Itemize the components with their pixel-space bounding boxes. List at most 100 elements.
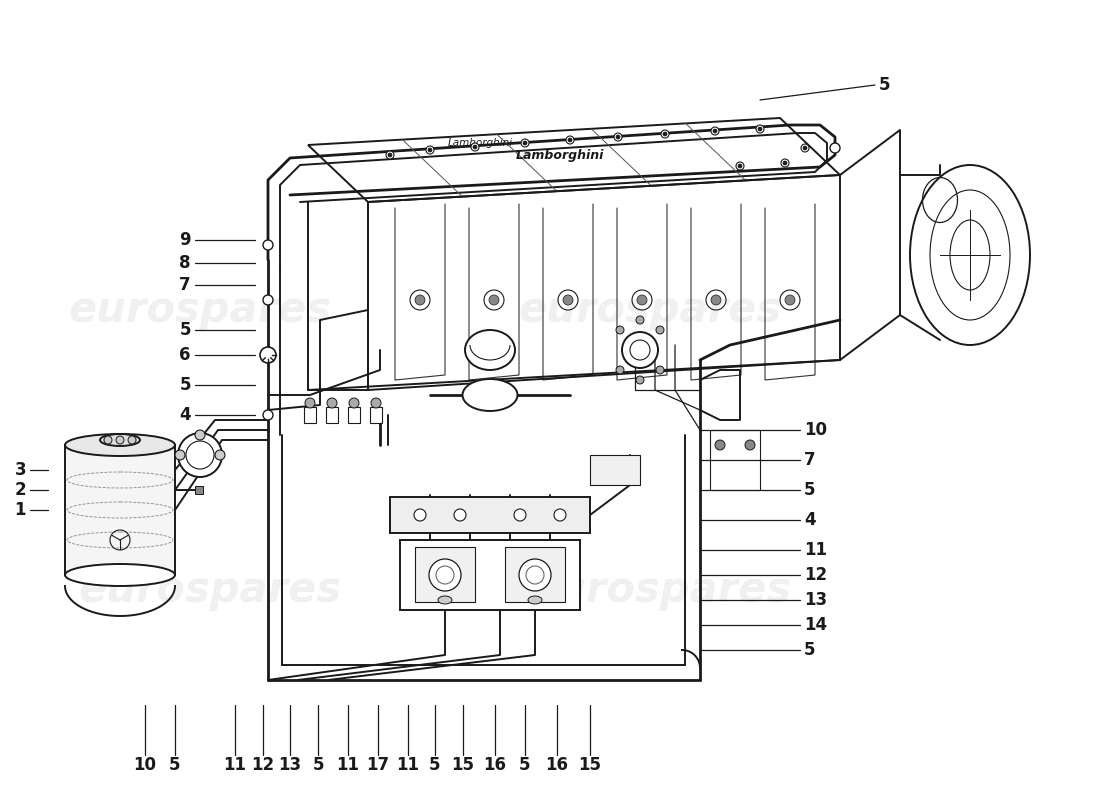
Text: 11: 11: [396, 756, 419, 774]
Circle shape: [521, 139, 529, 147]
Text: 14: 14: [804, 616, 827, 634]
Text: 2: 2: [14, 481, 26, 499]
Circle shape: [568, 138, 572, 142]
Circle shape: [429, 559, 461, 591]
Circle shape: [656, 366, 664, 374]
Text: 11: 11: [804, 541, 827, 559]
Circle shape: [260, 347, 276, 363]
Text: 5: 5: [429, 756, 441, 774]
Circle shape: [175, 450, 185, 460]
Circle shape: [566, 136, 574, 144]
Text: 15: 15: [579, 756, 602, 774]
Circle shape: [616, 135, 620, 139]
Circle shape: [663, 132, 667, 136]
Circle shape: [736, 162, 744, 170]
Circle shape: [116, 436, 124, 444]
Text: 7: 7: [179, 276, 191, 294]
Text: 5: 5: [879, 76, 891, 94]
Circle shape: [195, 430, 205, 440]
Text: Lamborghini: Lamborghini: [448, 138, 513, 148]
Circle shape: [263, 240, 273, 250]
Text: 9: 9: [179, 231, 191, 249]
Circle shape: [621, 332, 658, 368]
Text: eurospares: eurospares: [518, 289, 782, 331]
Circle shape: [738, 164, 742, 168]
Circle shape: [386, 151, 394, 159]
Text: 11: 11: [223, 756, 246, 774]
Circle shape: [803, 146, 807, 150]
Circle shape: [711, 127, 719, 135]
Circle shape: [756, 125, 764, 133]
Circle shape: [428, 148, 432, 152]
Ellipse shape: [462, 379, 517, 411]
Circle shape: [104, 436, 112, 444]
Circle shape: [371, 398, 381, 408]
Circle shape: [745, 440, 755, 450]
Circle shape: [178, 433, 222, 477]
Circle shape: [263, 410, 273, 420]
Text: 16: 16: [484, 756, 506, 774]
Text: 4: 4: [804, 511, 815, 529]
Bar: [590, 455, 640, 485]
Bar: [505, 547, 565, 602]
Text: 4: 4: [179, 406, 191, 424]
Text: 10: 10: [133, 756, 156, 774]
Bar: [370, 407, 382, 423]
Circle shape: [473, 145, 477, 149]
Circle shape: [415, 295, 425, 305]
Circle shape: [349, 398, 359, 408]
Ellipse shape: [65, 564, 175, 586]
Circle shape: [128, 436, 136, 444]
Circle shape: [801, 144, 808, 152]
Text: 12: 12: [252, 756, 275, 774]
Circle shape: [711, 295, 720, 305]
Circle shape: [563, 295, 573, 305]
Text: 5: 5: [179, 376, 191, 394]
Ellipse shape: [465, 330, 515, 370]
Bar: [415, 547, 475, 602]
Bar: [348, 407, 360, 423]
Text: eurospares: eurospares: [78, 569, 342, 611]
Bar: [326, 407, 338, 423]
Circle shape: [514, 509, 526, 521]
Bar: [710, 430, 760, 490]
Circle shape: [661, 130, 669, 138]
Text: 8: 8: [179, 254, 191, 272]
Text: 13: 13: [278, 756, 301, 774]
Circle shape: [263, 295, 273, 305]
Text: 13: 13: [804, 591, 827, 609]
Text: 7: 7: [804, 451, 815, 469]
Circle shape: [616, 326, 624, 334]
Ellipse shape: [100, 434, 140, 446]
Text: 5: 5: [169, 756, 180, 774]
Ellipse shape: [65, 434, 175, 456]
Circle shape: [522, 141, 527, 145]
Circle shape: [637, 295, 647, 305]
Text: 6: 6: [179, 346, 191, 364]
Circle shape: [554, 509, 566, 521]
Text: 5: 5: [804, 641, 815, 659]
Text: 11: 11: [337, 756, 360, 774]
Circle shape: [616, 366, 624, 374]
Bar: [390, 497, 590, 533]
Circle shape: [636, 376, 644, 384]
Text: 16: 16: [546, 756, 569, 774]
Circle shape: [327, 398, 337, 408]
Circle shape: [636, 316, 644, 324]
Circle shape: [783, 161, 786, 165]
Circle shape: [305, 398, 315, 408]
Text: 15: 15: [451, 756, 474, 774]
Text: 5: 5: [312, 756, 323, 774]
Circle shape: [414, 509, 426, 521]
Text: 1: 1: [14, 501, 26, 519]
Text: 3: 3: [14, 461, 26, 479]
Text: 5: 5: [804, 481, 815, 499]
Text: eurospares: eurospares: [68, 289, 331, 331]
Circle shape: [830, 143, 840, 153]
Circle shape: [471, 143, 478, 151]
Circle shape: [713, 129, 717, 133]
Bar: [195, 486, 204, 494]
Circle shape: [614, 133, 622, 141]
Text: 17: 17: [366, 756, 389, 774]
Bar: [65, 445, 175, 575]
